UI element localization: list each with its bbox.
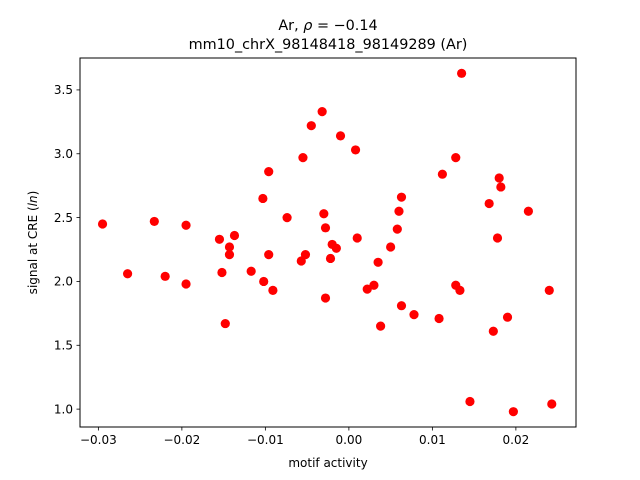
data-point xyxy=(369,280,379,290)
data-point xyxy=(465,396,475,407)
plot-area xyxy=(97,68,557,417)
y-tick-label: 3.5 xyxy=(54,83,73,97)
x-tick-label: 0.00 xyxy=(336,433,363,447)
data-point xyxy=(437,169,447,179)
x-tick-label: −0.03 xyxy=(80,433,117,447)
x-tick-label: 0.01 xyxy=(419,433,446,447)
data-point xyxy=(451,152,461,163)
data-point xyxy=(376,321,386,331)
data-point xyxy=(434,313,444,324)
data-point xyxy=(488,326,498,336)
data-point xyxy=(97,219,108,229)
data-point xyxy=(352,233,362,243)
data-point xyxy=(214,234,225,244)
x-axis-ticks: −0.03 −0.02 −0.01 0.00 0.01 0.02 xyxy=(80,427,529,447)
data-point xyxy=(268,285,278,295)
data-point xyxy=(258,193,268,204)
data-point xyxy=(392,224,402,234)
data-point xyxy=(320,223,331,233)
data-point xyxy=(502,312,513,322)
data-point xyxy=(220,318,230,329)
data-point xyxy=(331,243,341,253)
data-point xyxy=(409,310,419,320)
data-point xyxy=(217,267,227,278)
data-point xyxy=(320,293,331,303)
data-point xyxy=(373,257,383,267)
data-point xyxy=(264,250,274,260)
data-point xyxy=(492,233,503,243)
data-point xyxy=(160,271,170,281)
data-point xyxy=(317,107,327,117)
data-point xyxy=(300,250,311,260)
data-point xyxy=(484,198,494,209)
data-point xyxy=(544,285,554,295)
data-point xyxy=(362,284,372,294)
data-point xyxy=(298,152,308,163)
data-point xyxy=(259,276,269,287)
data-point xyxy=(229,230,240,241)
axes-frame xyxy=(79,57,577,428)
data-point xyxy=(149,216,159,227)
data-point xyxy=(494,173,504,183)
data-point xyxy=(457,68,467,78)
data-point xyxy=(246,266,256,276)
y-tick-label: 1.5 xyxy=(54,339,73,353)
data-point xyxy=(224,250,235,260)
data-point xyxy=(325,253,336,264)
data-point xyxy=(181,220,191,230)
data-point xyxy=(224,242,235,252)
y-tick-label: 3.0 xyxy=(54,147,73,161)
data-point xyxy=(282,213,292,223)
data-point xyxy=(122,269,133,279)
data-point xyxy=(508,407,518,417)
x-axis-label: motif activity xyxy=(288,456,367,470)
data-point xyxy=(396,301,407,311)
data-point xyxy=(335,131,346,141)
x-tick-label: −0.01 xyxy=(247,433,284,447)
y-tick-label: 2.0 xyxy=(54,275,73,289)
data-point xyxy=(319,209,329,219)
data-point xyxy=(264,167,274,177)
y-tick-label: 2.5 xyxy=(54,211,73,225)
data-point xyxy=(394,206,404,216)
x-tick-label: 0.02 xyxy=(503,433,530,447)
x-tick-label: −0.02 xyxy=(163,433,200,447)
chart-title-line1: Ar, ρ = −0.14 xyxy=(278,18,377,34)
data-point xyxy=(455,285,465,295)
data-point xyxy=(496,182,506,192)
data-point xyxy=(547,399,557,409)
y-axis-ticks: 1.0 1.5 2.0 2.5 3.0 3.5 xyxy=(54,83,80,416)
data-point xyxy=(350,145,361,155)
y-axis-label: signal at CRE (ln) xyxy=(26,191,40,295)
data-point xyxy=(181,279,191,289)
data-point xyxy=(386,242,396,252)
chart-title-line2: mm10_chrX_98148418_98149289 (Ar) xyxy=(189,37,468,53)
y-tick-label: 1.0 xyxy=(54,402,73,416)
data-point xyxy=(306,121,316,131)
data-point xyxy=(523,206,534,216)
data-point xyxy=(396,192,407,202)
